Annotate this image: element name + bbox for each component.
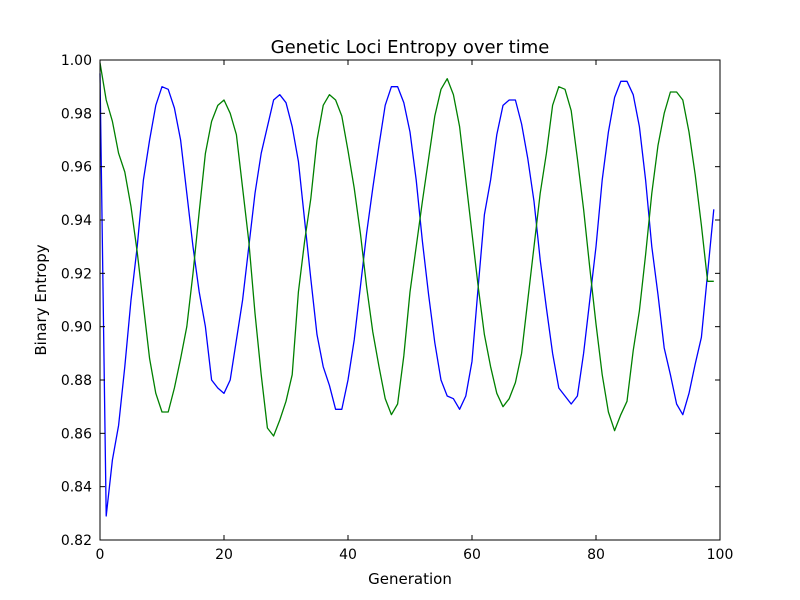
x-tick-label: 100 xyxy=(707,547,734,563)
y-tick-label: 0.90 xyxy=(61,320,92,336)
plot-area xyxy=(100,60,720,540)
y-tick-label: 0.88 xyxy=(61,373,92,389)
y-tick-label: 0.98 xyxy=(61,106,92,122)
y-tick-label: 0.82 xyxy=(61,533,92,549)
y-tick-label: 0.84 xyxy=(61,480,92,496)
x-tick-label: 60 xyxy=(463,547,481,563)
y-axis-label: Binary Entropy xyxy=(32,244,50,355)
y-tick-label: 0.86 xyxy=(61,426,92,442)
y-tick-label: 0.94 xyxy=(61,213,92,229)
x-tick-label: 80 xyxy=(587,547,605,563)
y-tick-label: 0.92 xyxy=(61,266,92,282)
series-line-1 xyxy=(99,73,715,517)
x-tick-label: 40 xyxy=(339,547,357,563)
series-line-2 xyxy=(99,62,714,437)
y-tick-label: 1.00 xyxy=(61,53,92,69)
y-tick-label: 0.96 xyxy=(61,160,92,176)
x-tick-label: 0 xyxy=(96,547,105,563)
series-layer xyxy=(99,62,715,517)
tick-layer: 0 20 40 60 80 100 0.82 0.84 0.86 0.88 0.90 0.92 0.94… xyxy=(61,53,734,563)
x-tick-label: 20 xyxy=(215,547,233,563)
x-axis-label: Generation xyxy=(368,570,452,588)
plot-frame xyxy=(99,59,721,541)
chart-title: Genetic Loci Entropy over time xyxy=(271,37,550,58)
